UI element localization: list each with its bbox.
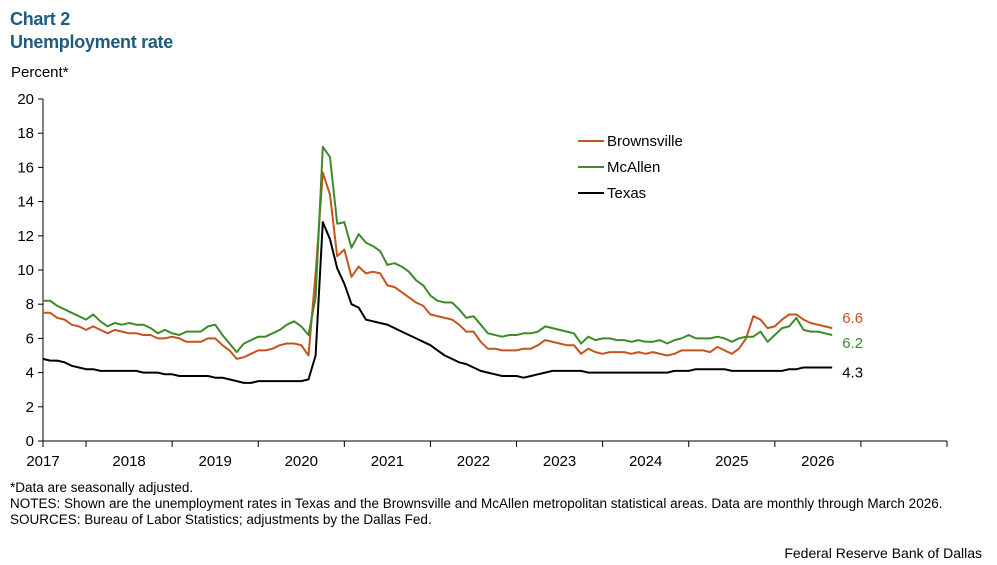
line-chart: 0 2 4 6 8 10 12 14 16 18 20 2017 2018 2019 2020 2021 202… — [17, 91, 948, 470]
sources-text: SOURCES: Bureau of Labor Statistics; adj… — [10, 512, 432, 527]
x-tick-label: 2020 — [285, 453, 318, 470]
end-label-texas: 4.3 — [842, 364, 863, 381]
chart-title: Unemployment rate — [10, 32, 173, 52]
y-tick-label: 12 — [17, 228, 34, 245]
end-label-mcallen: 6.2 — [842, 335, 863, 352]
chart-label: Chart 2 — [10, 9, 70, 29]
series-line-mcallen — [43, 145, 833, 354]
credit: Federal Reserve Bank of Dallas — [784, 545, 982, 561]
seasonal-note: *Data are seasonally adjusted. — [10, 480, 194, 495]
y-tick-label: 16 — [17, 159, 34, 176]
y-tick-label: 14 — [17, 194, 34, 211]
x-tick-label: 2023 — [543, 453, 576, 470]
series-lines — [42, 145, 833, 384]
y-axis-unit-label: Percent* — [11, 64, 69, 81]
y-tick-label: 0 — [26, 433, 34, 450]
legend-label-brownsville: Brownsville — [607, 133, 683, 150]
series-line-texas — [42, 221, 833, 384]
chart-notes: *Data are seasonally adjusted. NOTES: Sh… — [10, 480, 970, 528]
y-tick-label: 10 — [17, 262, 34, 279]
y-tick-label: 18 — [17, 125, 34, 142]
x-tick-label: 2025 — [715, 453, 748, 470]
legend: Brownsville McAllen Texas — [578, 133, 683, 202]
axes: 0 2 4 6 8 10 12 14 16 18 20 2017 2018 2019 2020 2021 202… — [17, 91, 948, 470]
legend-label-texas: Texas — [607, 185, 646, 202]
x-tick-label: 2017 — [26, 453, 59, 470]
legend-label-mcallen: McAllen — [607, 159, 660, 176]
end-value-labels: 6.6 6.2 4.3 — [842, 310, 863, 381]
x-tick-label: 2018 — [112, 453, 145, 470]
x-tick-label: 2022 — [457, 453, 490, 470]
x-tick-label: 2019 — [199, 453, 232, 470]
y-tick-label: 6 — [26, 330, 34, 347]
series-line-brownsville — [43, 171, 833, 360]
y-tick-label: 20 — [17, 91, 34, 108]
y-tick-label: 4 — [26, 365, 34, 382]
y-tick-label: 2 — [26, 399, 34, 416]
y-tick-label: 8 — [26, 296, 34, 313]
x-tick-label: 2026 — [801, 453, 834, 470]
notes-text: NOTES: Shown are the unemployment rates … — [10, 496, 943, 511]
x-tick-label: 2021 — [371, 453, 404, 470]
x-tick-label: 2024 — [629, 453, 662, 470]
end-label-brownsville: 6.6 — [842, 310, 863, 327]
